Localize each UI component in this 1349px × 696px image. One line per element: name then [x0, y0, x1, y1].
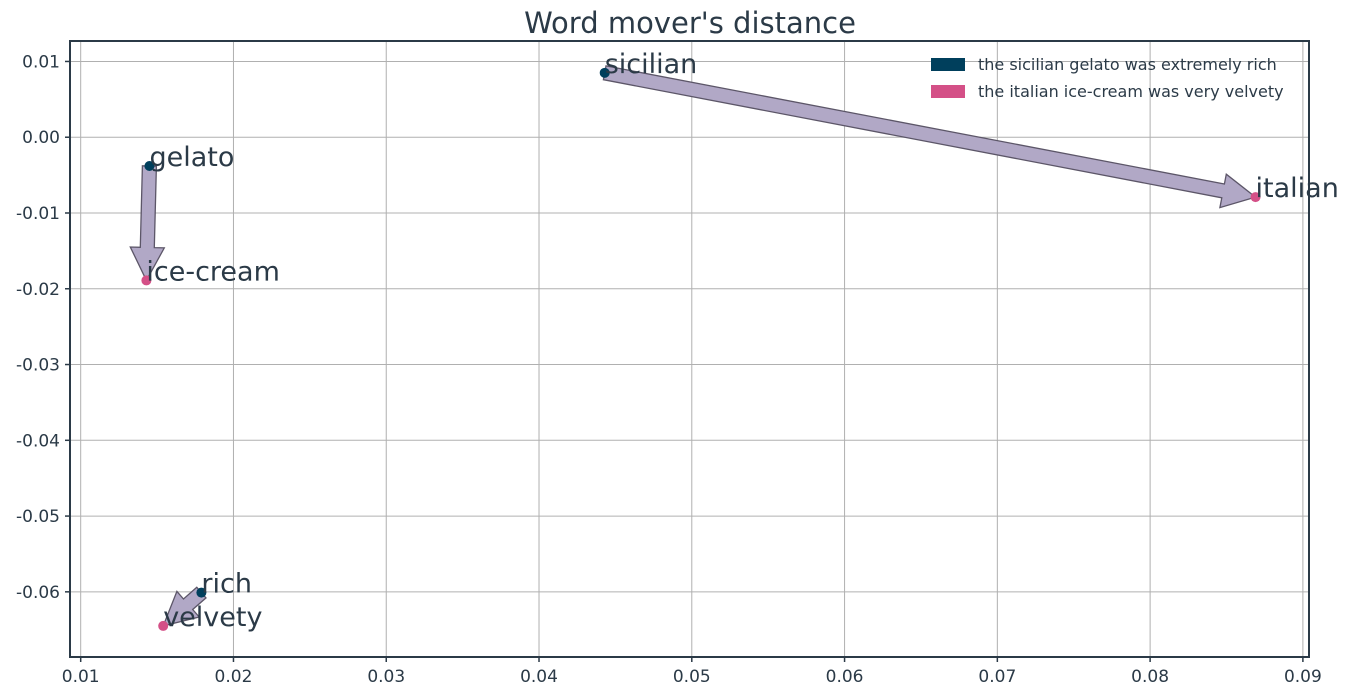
point-rich — [196, 587, 207, 598]
x-tick-label: 0.08 — [1131, 667, 1169, 687]
y-tick-label: -0.06 — [16, 583, 60, 603]
legend-label-1: the sicilian gelato was extremely rich — [978, 55, 1277, 74]
point-label-sicilian: sicilian — [605, 49, 698, 80]
point-layer — [141, 67, 1261, 631]
x-tick-label: 0.06 — [826, 667, 864, 687]
point-label-italian: italian — [1256, 173, 1339, 204]
point-gelato — [144, 161, 155, 172]
legend-swatch-2 — [931, 85, 965, 98]
legend-label-2: the italian ice-cream was very velvety — [978, 82, 1284, 101]
grid-layer — [70, 41, 1309, 657]
legend: the sicilian gelato was extremely rich th… — [931, 55, 1284, 101]
x-tick-label: 0.05 — [673, 667, 711, 687]
point-italian — [1250, 192, 1261, 203]
y-tick-label: 0.00 — [22, 128, 60, 148]
legend-swatch-1 — [931, 58, 965, 71]
point-label-rich: rich — [201, 569, 252, 600]
x-tick-label: 0.04 — [520, 667, 558, 687]
x-tick-label: 0.07 — [978, 667, 1016, 687]
x-tick-label: 0.02 — [215, 667, 253, 687]
x-tick-label: 0.09 — [1284, 667, 1322, 687]
plot-area-frame — [69, 40, 1310, 658]
y-tick-label: -0.04 — [16, 431, 60, 451]
arrow-rich-to-velvety — [162, 586, 207, 627]
y-tick-label: -0.01 — [16, 204, 60, 224]
point-ice-cream — [141, 275, 152, 286]
arrow-layer — [129, 65, 1257, 627]
y-tick-label: -0.02 — [16, 280, 60, 300]
y-tick-label: -0.03 — [16, 356, 60, 376]
label-layer: sicilian gelato rich italian ice-cream velvet… — [146, 49, 1338, 633]
chart-title: Word mover's distance — [524, 6, 856, 40]
point-label-gelato: gelato — [149, 142, 234, 173]
y-tick-label: -0.05 — [16, 507, 60, 527]
point-velvety — [158, 620, 169, 631]
y-tick-label: 0.01 — [22, 52, 60, 72]
arrow-gelato-to-ice-cream — [129, 165, 166, 282]
point-sicilian — [599, 67, 610, 78]
point-label-ice-cream: ice-cream — [146, 256, 280, 287]
tick-layer: 0.01 0.02 0.03 0.04 0.05 0.06 0.07 0.08 0.09 0.01… — [16, 52, 1322, 687]
point-label-velvety: velvety — [163, 602, 262, 633]
x-tick-label: 0.03 — [367, 667, 405, 687]
arrow-sicilian-to-italian — [602, 65, 1257, 209]
x-tick-label: 0.01 — [62, 667, 100, 687]
